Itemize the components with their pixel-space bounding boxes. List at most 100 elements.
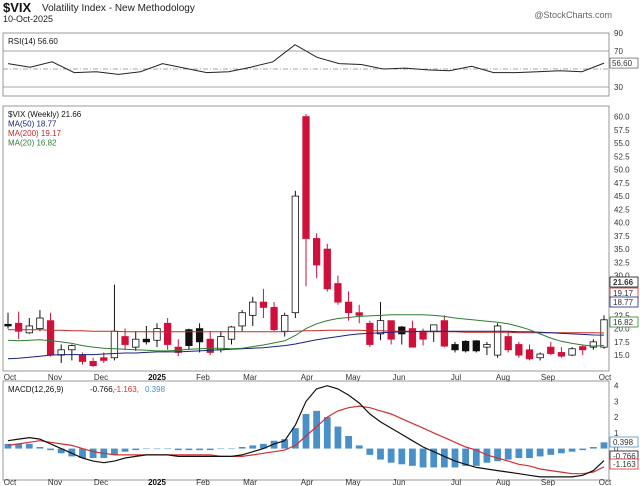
price-tick-label: 57.5 [614, 126, 630, 135]
macd-histogram-bar [196, 448, 203, 451]
macd-histogram-bar [291, 428, 299, 449]
macd-last-value-box [609, 458, 639, 470]
candle-body [344, 301, 353, 314]
macd-x-label: 2025 [148, 478, 166, 486]
macd-tick-label: 4 [614, 382, 619, 391]
macd-histogram-bar [536, 448, 544, 457]
macd-x-label: Nov [48, 478, 62, 486]
x-axis-labels: Oct Nov Dec 2025 Feb Mar Apr May Jun Jul Aug Sep Oct… [4, 373, 612, 486]
candle-body [36, 317, 44, 330]
candle-body [483, 344, 491, 348]
chart-symbol: $VIX [3, 0, 32, 15]
candle-body [249, 301, 257, 316]
candle-body [142, 338, 150, 343]
macd-histogram-bar [409, 448, 416, 466]
macd-x-label: Mar [243, 478, 257, 486]
candle-body [164, 322, 172, 345]
candle-body [451, 344, 459, 351]
price-last-value: 19.17 [613, 289, 634, 298]
macd-histogram-bar [153, 448, 161, 450]
candle-body [536, 353, 544, 359]
macd-histogram-bar [323, 417, 331, 449]
price-tick-label: 50.0 [614, 166, 630, 175]
candle-body [15, 322, 23, 332]
ma20-line [7, 314, 605, 352]
price-tick-label: 45.0 [614, 192, 630, 201]
price-x-label: Jul [451, 373, 461, 382]
macd-x-label: Jul [451, 478, 461, 486]
price-tick-label: 40.0 [614, 219, 630, 228]
candle-body [4, 323, 12, 327]
macd-histogram-bar [568, 448, 576, 452]
price-x-label: Nov [48, 373, 62, 382]
macd-histogram-bar [185, 448, 193, 451]
price-legend-entry: MA(20) 16.82 [8, 139, 57, 148]
candle-body [408, 328, 417, 348]
macd-histogram-bar [313, 410, 321, 449]
macd-tick-label: 0 [614, 445, 619, 454]
macd-legend-entry: -1.163, [114, 385, 139, 394]
candle-body [185, 329, 193, 346]
macd-histogram-bar [334, 426, 342, 449]
price-tick-label: 32.5 [614, 258, 630, 267]
macd-histogram-bar [111, 448, 118, 455]
candle-body [462, 340, 470, 352]
macd-histogram-bar [526, 448, 533, 458]
rsi-last-value-box [609, 57, 639, 69]
candle-body [206, 338, 214, 353]
price-x-label: May [345, 373, 360, 382]
price-tick-label: 17.5 [614, 338, 630, 347]
macd-x-label: Feb [196, 478, 210, 486]
macd-histogram-bar [451, 448, 459, 468]
macd-x-label: Sep [541, 478, 556, 486]
rsi-tick-label: 30 [614, 83, 623, 92]
macd-histogram-bar [217, 448, 225, 450]
macd-histogram-bar [547, 448, 555, 455]
ma50-line [7, 330, 605, 360]
macd-histogram-bar [132, 448, 140, 451]
macd-histogram-bar [228, 448, 235, 450]
price-tick-label: 52.5 [614, 152, 630, 161]
rsi-panel-frame [2, 32, 610, 97]
macd-histogram-bar [462, 448, 470, 466]
macd-histogram-bar [206, 448, 214, 451]
candle-body [302, 116, 310, 239]
macd-tick-label: 1 [614, 429, 619, 438]
macd-histogram-bar [281, 439, 289, 449]
macd-signal-line [7, 405, 605, 475]
candle-body [270, 306, 278, 331]
macd-last-value: -0.766 [613, 452, 636, 461]
macd-histogram-bar [377, 448, 384, 460]
candle-body [493, 325, 502, 356]
candle-body [89, 361, 97, 367]
macd-last-value: -1.163 [613, 460, 636, 469]
macd-x-label: Oct [4, 478, 17, 486]
price-last-value-box [609, 316, 639, 328]
macd-histogram-bar [483, 448, 491, 463]
price-tick-label: 20.0 [614, 325, 630, 334]
macd-histogram-bar [25, 443, 33, 449]
price-tick-label: 60.0 [614, 113, 630, 122]
price-legend-entry: MA(50) 18.77 [8, 120, 57, 129]
macd-histogram-bar [47, 448, 54, 451]
macd-histogram-bar [15, 443, 23, 449]
price-last-value: 18.77 [613, 298, 634, 307]
price-tick-label: 47.5 [614, 179, 630, 188]
macd-histogram-bar [515, 448, 523, 458]
macd-x-label: May [345, 478, 360, 486]
candle-body [440, 320, 448, 347]
candle-body [238, 312, 246, 327]
macd-histogram-bar [579, 448, 587, 451]
candle-body [334, 283, 342, 303]
macd-histogram-bar [558, 448, 565, 454]
macd-histogram-bar [121, 448, 129, 452]
macd-histogram-bar [472, 448, 480, 466]
candle-body [525, 349, 534, 360]
candle-body [398, 326, 406, 335]
rsi-tick-label: 90 [614, 29, 623, 38]
price-panel: 15.017.520.022.525.027.530.032.535.037.5… [4, 110, 639, 367]
candle-body [387, 320, 395, 340]
candle-body [355, 312, 363, 316]
candle-body [100, 357, 108, 361]
macd-x-label: Dec [94, 478, 108, 486]
